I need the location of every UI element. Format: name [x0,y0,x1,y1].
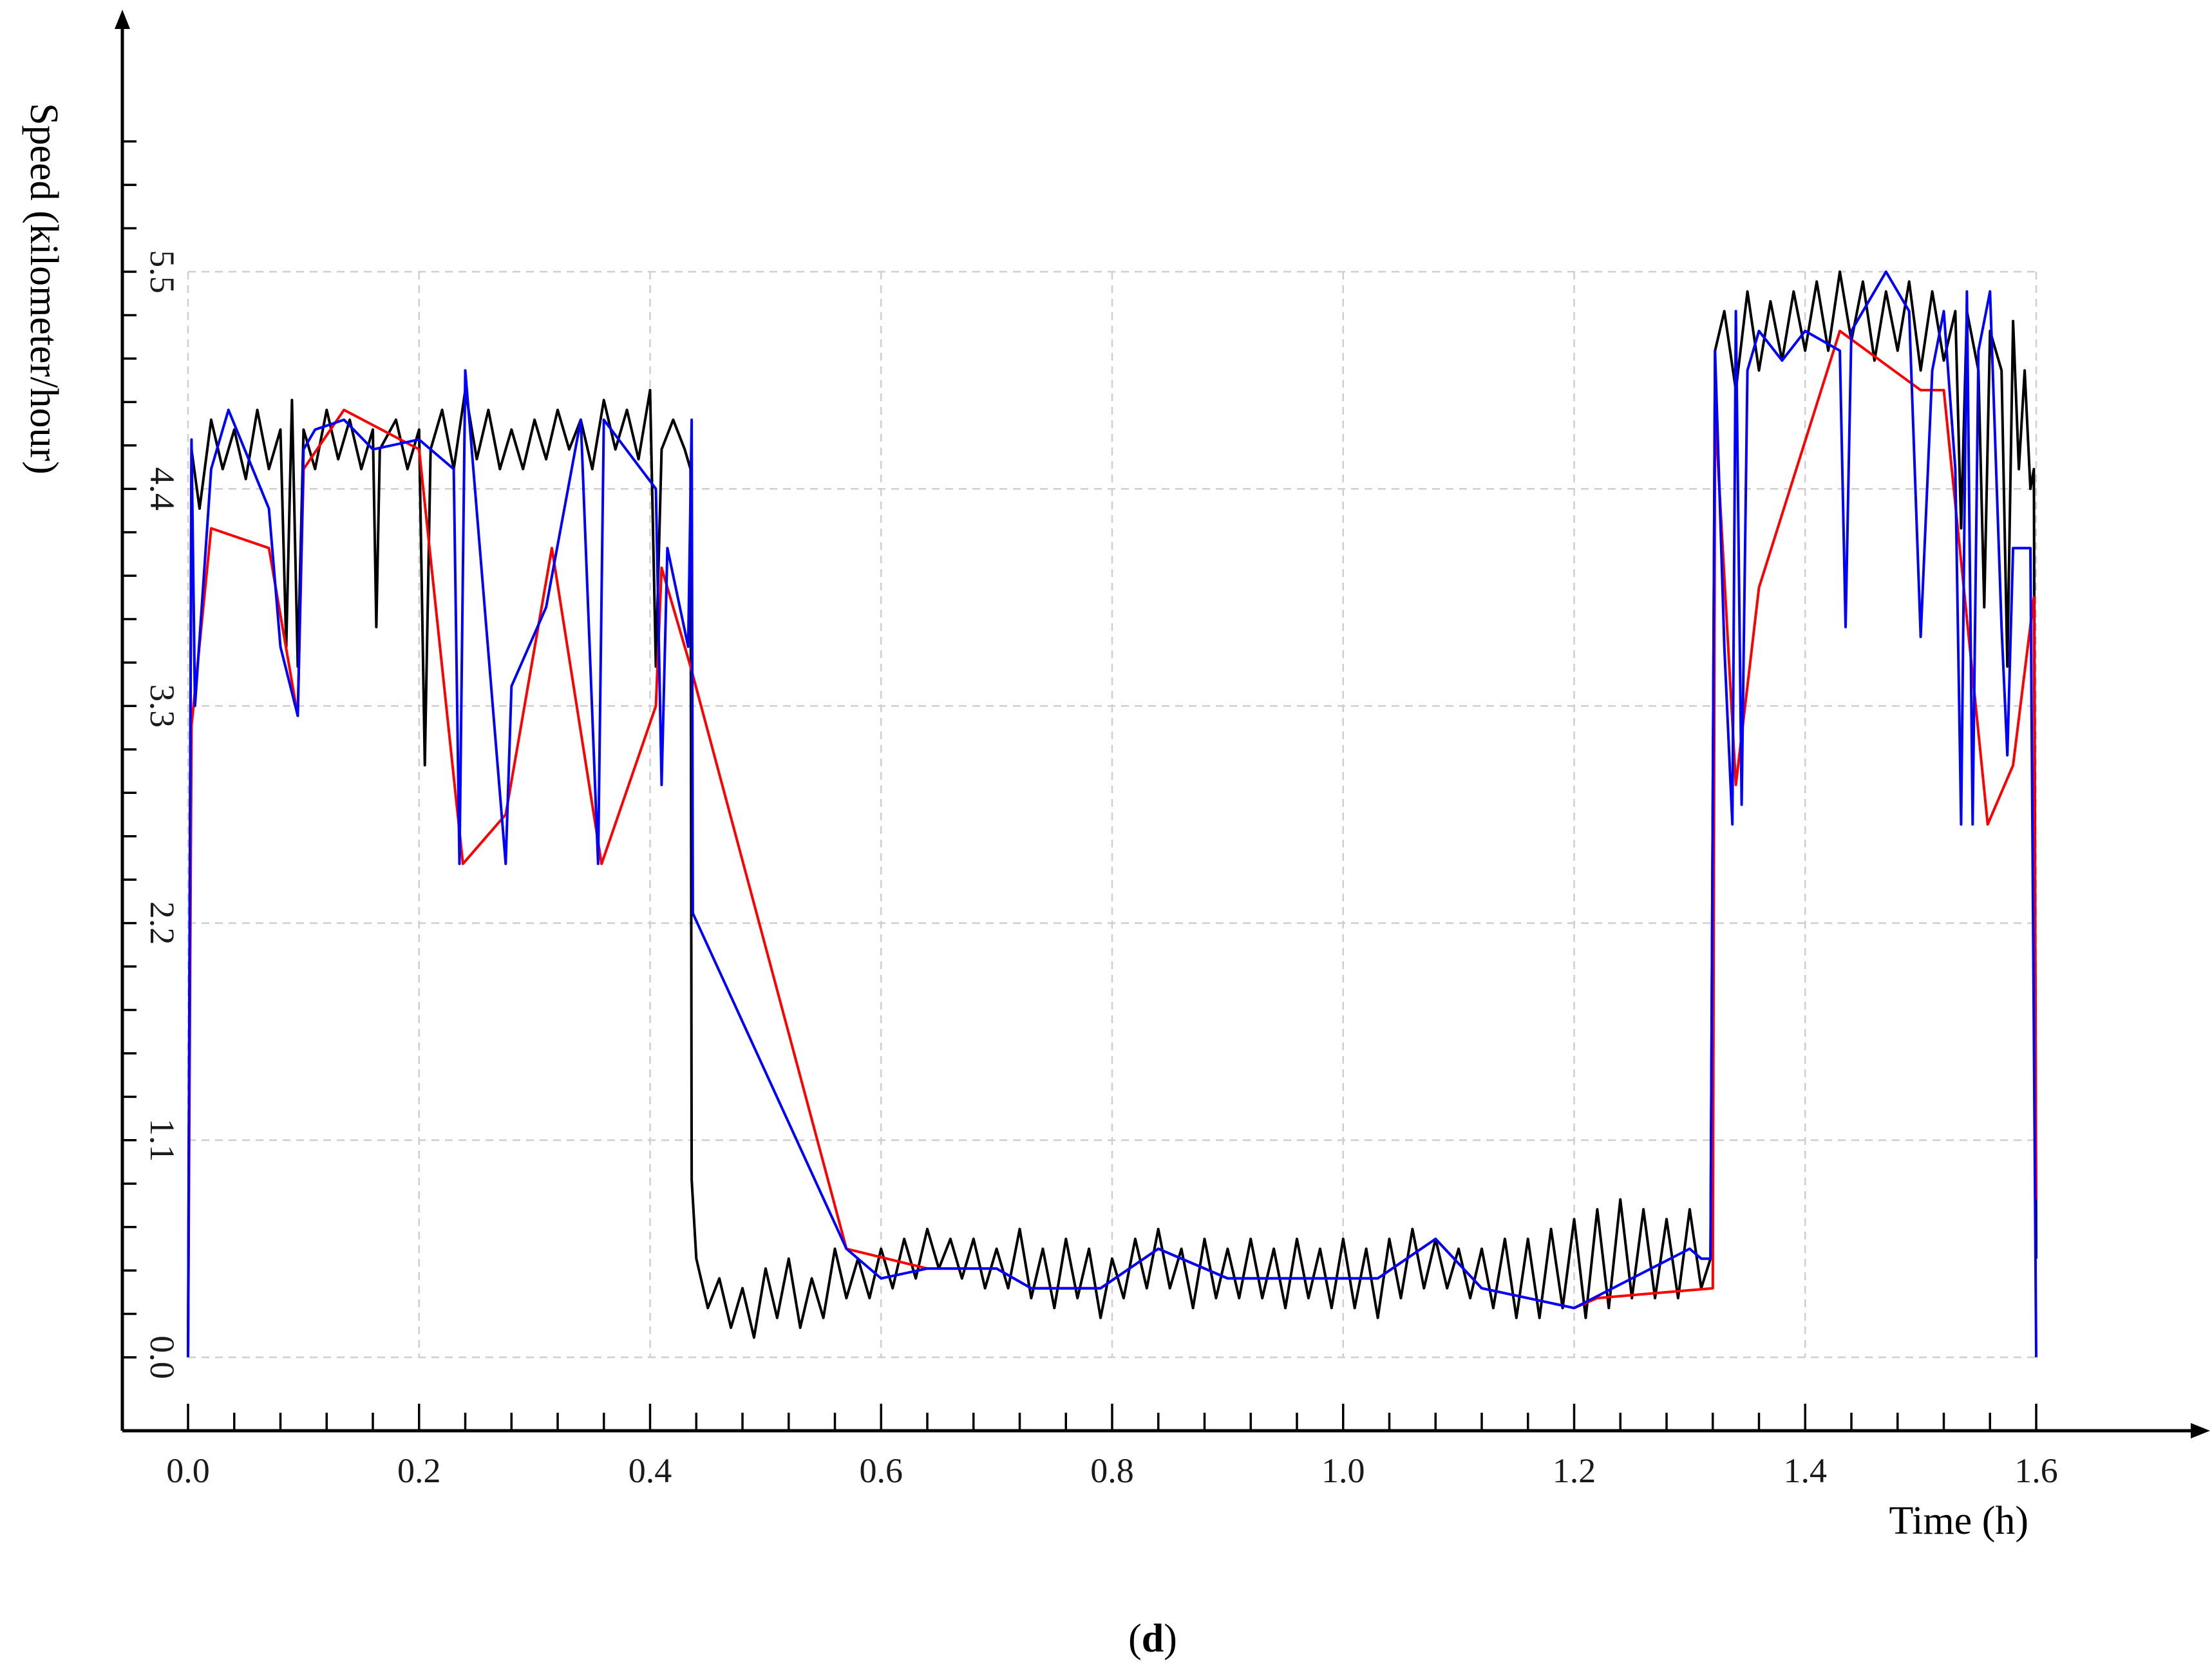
series-lines [187,270,2037,1358]
figure-caption: (d) [1128,1617,1177,1661]
x-tick-label: 1.4 [1784,1451,1828,1490]
series-line-3 [187,270,2037,1358]
y-tick-label: 2.2 [143,901,182,945]
grid-lines [187,270,2037,1359]
axes [115,10,2210,1438]
y-tick-label: 5.5 [143,250,182,294]
y-tick-label: 3.3 [143,684,182,728]
y-tick-label: 0.0 [143,1335,182,1379]
caption-close-paren: ) [1164,1617,1177,1661]
y-tick-label: 1.1 [143,1118,182,1162]
x-axis-arrow [2191,1423,2210,1438]
caption-letter: d [1142,1617,1164,1661]
x-tick-label: 0.4 [629,1451,672,1490]
x-tick-label: 0.6 [860,1451,903,1490]
y-axis-ticks: 0.0 1.1 2.2 3.3 4.4 5.5 [122,140,182,1379]
caption-open-paren: ( [1128,1617,1142,1661]
x-tick-label: 1.6 [2014,1451,2058,1490]
x-tick-label: 0.2 [397,1451,441,1490]
x-tick-label: 0.0 [166,1451,210,1490]
y-tick-label: 4.4 [143,467,182,511]
x-tick-label: 1.0 [1321,1451,1365,1490]
x-tick-label: 1.2 [1553,1451,1596,1490]
x-tick-label: 0.8 [1090,1451,1134,1490]
x-axis-title: Time (h) [1889,1499,2028,1543]
x-axis-ticks: 0.0 0.2 0.4 0.6 0.8 1.0 1.2 1.4 1.6 [166,1404,2058,1490]
y-axis-arrow [115,10,130,29]
y-axis-title: Speed (kilometer/hour) [22,103,66,475]
